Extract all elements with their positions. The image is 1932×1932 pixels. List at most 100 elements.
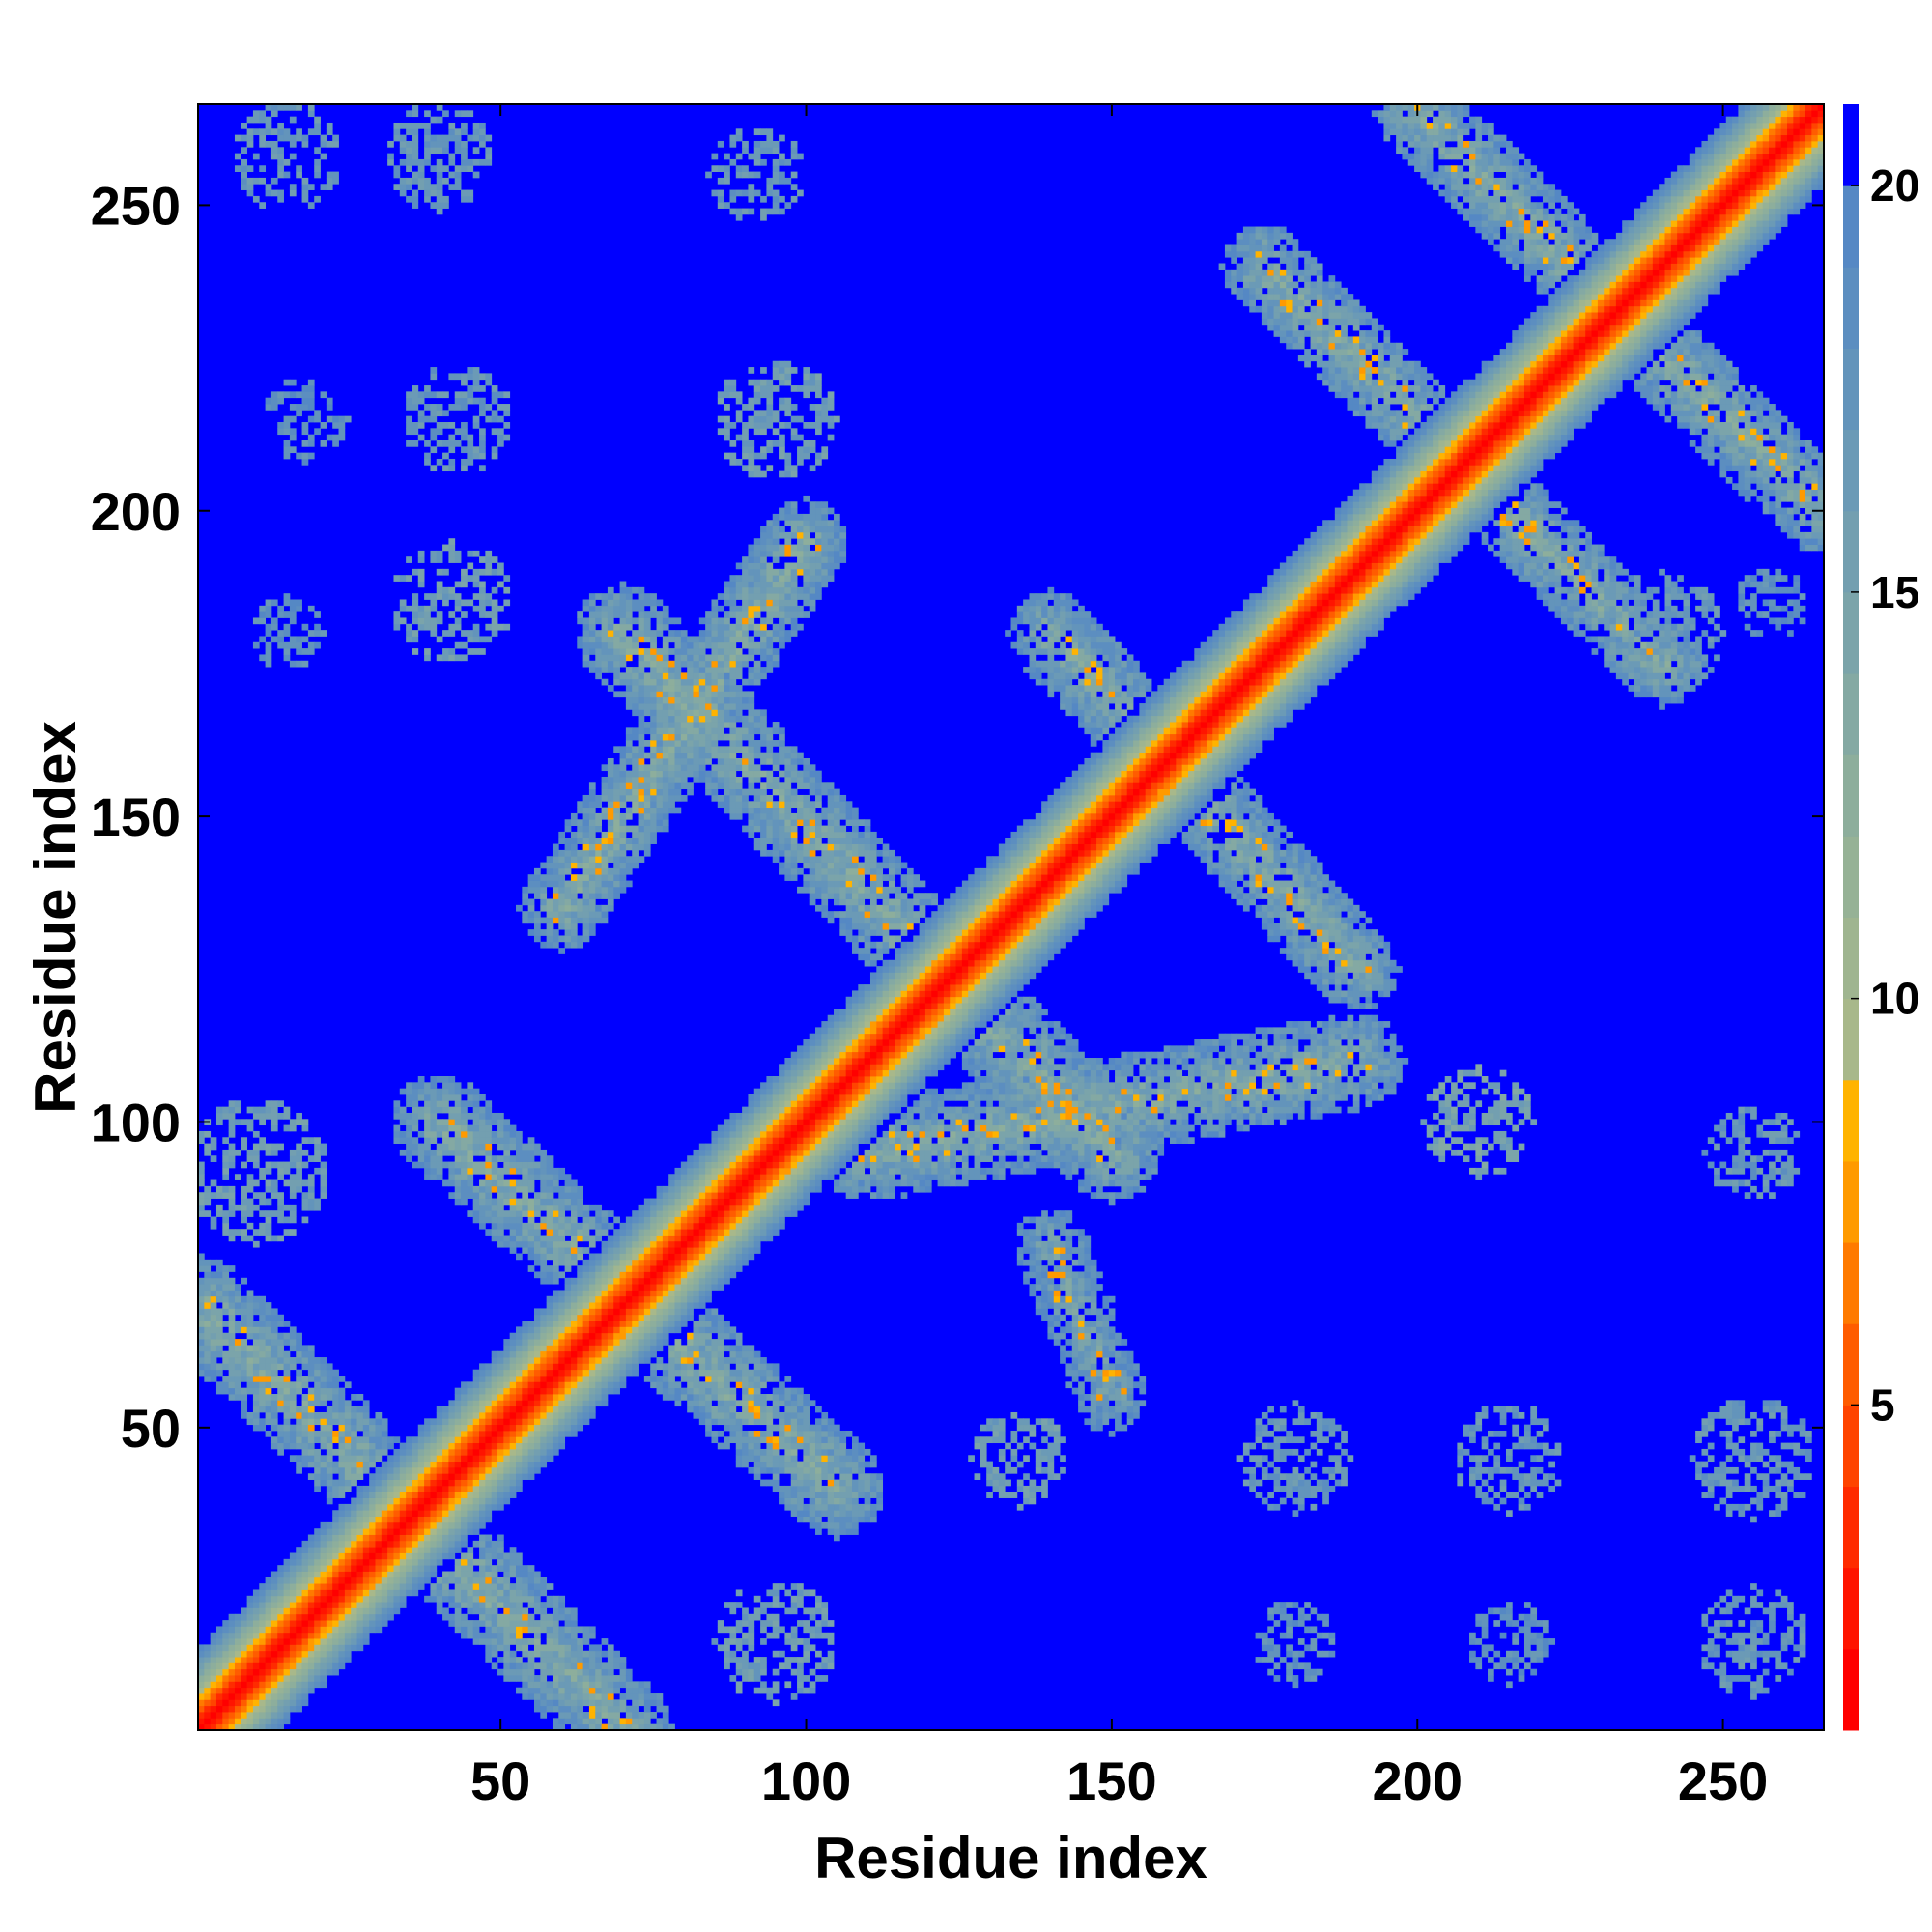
heatmap-cell [266, 642, 272, 649]
heatmap-cell [363, 1431, 370, 1437]
heatmap-cell [332, 1431, 339, 1437]
heatmap-cell [351, 1620, 357, 1627]
heatmap-cell [259, 1210, 266, 1217]
heatmap-cell [284, 1162, 291, 1169]
heatmap-cell [277, 1210, 284, 1217]
heatmap-cell [339, 1400, 346, 1406]
heatmap-cell [375, 1425, 382, 1432]
heatmap-cell [241, 1394, 247, 1401]
heatmap-cell [296, 1381, 302, 1388]
heatmap-cell [216, 1119, 223, 1125]
heatmap-cell [284, 611, 291, 618]
heatmap-cell [259, 1638, 266, 1645]
heatmap-cell [259, 636, 266, 642]
heatmap-cell [400, 159, 407, 166]
heatmap-cell [302, 178, 309, 185]
heatmap-cell [277, 1351, 284, 1358]
heatmap-cell [241, 1400, 247, 1406]
heatmap-cell [247, 1620, 254, 1627]
heatmap-cell [235, 1100, 242, 1107]
heatmap-cell [302, 398, 309, 405]
heatmap-cell [211, 1308, 217, 1315]
heatmap-cell [277, 1706, 284, 1713]
heatmap-cell [229, 1100, 236, 1107]
heatmap-cell [321, 1675, 327, 1682]
heatmap-cell [369, 1528, 376, 1535]
heatmap-cell [241, 1657, 247, 1663]
heatmap-cell [314, 1589, 321, 1596]
heatmap-cell [363, 1467, 370, 1474]
heatmap-cell [296, 1333, 302, 1340]
heatmap-cell [253, 1229, 260, 1236]
heatmap-cell [247, 1326, 254, 1333]
heatmap-cell [211, 1693, 217, 1700]
heatmap-cell [247, 1706, 254, 1713]
heatmap-cell [339, 1633, 346, 1639]
heatmap-cell [363, 1535, 370, 1542]
heatmap-cell [290, 1644, 297, 1651]
heatmap-cell [271, 178, 278, 185]
heatmap-cell [393, 575, 400, 582]
heatmap-cell [259, 1223, 266, 1230]
heatmap-cell [345, 1553, 352, 1560]
heatmap-cell [211, 1278, 217, 1285]
heatmap-cell [369, 1553, 376, 1560]
heatmap-cell [369, 1535, 376, 1542]
heatmap-cell [393, 184, 400, 190]
heatmap-cell [235, 1394, 242, 1401]
heatmap-cell [277, 1199, 284, 1206]
heatmap-cell [211, 1302, 217, 1309]
heatmap-cell [406, 1547, 412, 1553]
heatmap-cell [271, 1699, 278, 1706]
heatmap-cell [253, 1718, 260, 1724]
heatmap-cell [302, 141, 309, 148]
heatmap-cell [198, 1681, 205, 1688]
heatmap-cell [253, 1626, 260, 1633]
heatmap-cell [332, 416, 339, 423]
heatmap-cell [277, 1388, 284, 1395]
heatmap-cell [357, 1620, 364, 1627]
heatmap-cell [266, 648, 272, 655]
heatmap-cell [357, 1467, 364, 1474]
heatmap-cell [339, 1376, 346, 1382]
heatmap-cell [302, 1596, 309, 1603]
heatmap-cell [229, 1278, 236, 1285]
heatmap-cell [253, 617, 260, 624]
heatmap-cell [406, 1131, 412, 1138]
heatmap-cell [302, 1589, 309, 1596]
heatmap-cell [375, 1412, 382, 1419]
heatmap-cell [393, 1517, 400, 1523]
heatmap-cell [290, 1180, 297, 1187]
heatmap-cell [216, 1381, 223, 1388]
heatmap-cell [290, 611, 297, 618]
heatmap-cell [382, 1522, 388, 1529]
heatmap-cell [259, 1675, 266, 1682]
heatmap-cell [357, 1583, 364, 1590]
heatmap-cell [345, 1510, 352, 1517]
heatmap-cell [271, 1583, 278, 1590]
heatmap-cell [308, 1620, 315, 1627]
heatmap-cell [296, 1607, 302, 1614]
heatmap-cell [284, 1205, 291, 1211]
heatmap-cell [339, 1577, 346, 1584]
heatmap-cell [296, 1559, 302, 1566]
heatmap-cell [357, 1412, 364, 1419]
heatmap-cell [216, 1718, 223, 1724]
heatmap-cell [327, 1394, 333, 1401]
heatmap-cell [229, 1681, 236, 1688]
heatmap-cell [296, 1651, 302, 1658]
heatmap-cell [284, 1229, 291, 1236]
heatmap-cell [222, 1284, 229, 1291]
heatmap-cell [247, 1345, 254, 1351]
heatmap-cell [222, 1644, 229, 1651]
heatmap-cell [222, 1229, 229, 1236]
heatmap-cell [198, 1326, 205, 1333]
heatmap-cell [235, 135, 242, 142]
heatmap-cell [247, 1210, 254, 1217]
heatmap-cell [308, 1376, 315, 1382]
heatmap-cell [211, 1144, 217, 1151]
heatmap-plot-area [198, 104, 1824, 1730]
heatmap-cell [216, 1186, 223, 1193]
heatmap-cell [259, 1681, 266, 1688]
